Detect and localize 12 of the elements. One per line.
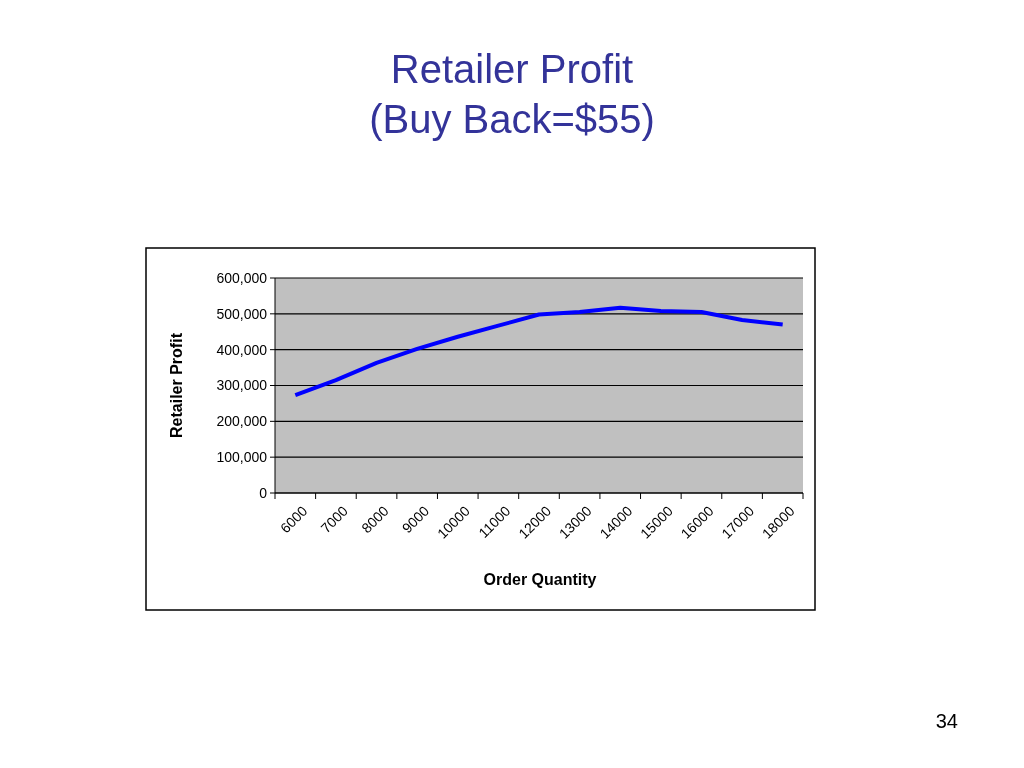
y-tick-label: 300,000 (216, 377, 268, 394)
chart-title: Retailer Profit (Buy Back=$55) (369, 47, 655, 141)
text: 34 (935, 710, 958, 732)
y-tick-label: 200,000 (216, 413, 268, 430)
x-axis-title: Order Quantity (483, 571, 597, 588)
y-axis-title: Retailer Profit (168, 332, 185, 438)
y-tick-label: 100,000 (216, 449, 268, 466)
y-tick-label: 400,000 (216, 341, 268, 358)
y-tick-label: 0 (259, 484, 268, 501)
y-tick-label: 600,000 (216, 269, 268, 286)
y-tick-label: 500,000 (216, 305, 268, 322)
line-series (293, 305, 785, 398)
